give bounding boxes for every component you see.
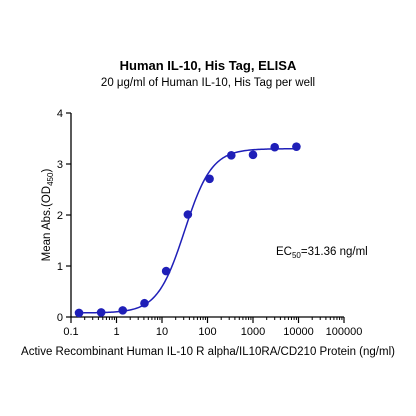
x-tick-label: 0.1 <box>63 326 78 338</box>
y-axis-label-subscript: 450 <box>46 172 55 186</box>
data-point <box>183 210 193 219</box>
x-tick-label: 1 <box>113 326 119 338</box>
x-axis-label: Active Recombinant Human IL-10 R alpha/I… <box>21 346 395 358</box>
fit-curve <box>79 147 297 314</box>
y-axis-label-main: Mean Abs.(OD <box>41 186 53 261</box>
data-point <box>161 266 171 276</box>
y-axis: 0 1 2 3 4 <box>57 108 72 324</box>
data-point <box>140 298 149 308</box>
x-tick-label: 1000 <box>241 326 265 338</box>
data-point <box>74 308 84 318</box>
y-axis-label-close: ) <box>41 169 53 173</box>
y-axis-label: Mean Abs.(OD450) <box>41 169 55 262</box>
x-tick-label: 100 <box>198 326 216 338</box>
chart-subtitle: 20 μg/ml of Human IL-10, His Tag per wel… <box>101 77 315 89</box>
x-tick-label: 10 <box>156 326 168 338</box>
y-tick-label: 4 <box>57 108 63 120</box>
ec50-annotation: EC50=31.36 ng/ml <box>276 246 368 260</box>
data-point <box>292 142 301 151</box>
data-point <box>205 174 214 184</box>
y-tick-label: 2 <box>57 210 63 222</box>
ec50-annotation-subscript: 50 <box>292 251 301 260</box>
ec50-annotation-value: =31.36 ng/ml <box>301 246 368 258</box>
y-tick-label: 1 <box>57 261 63 273</box>
data-point <box>248 150 258 160</box>
ec50-annotation-main: EC <box>276 246 292 258</box>
x-tick-label: 10000 <box>283 326 314 338</box>
x-tick-label: 100000 <box>326 326 363 338</box>
y-tick-label: 3 <box>57 159 63 171</box>
chart-title: Human IL-10, His Tag, ELISA <box>120 58 297 73</box>
fit-curve-layer <box>79 147 297 314</box>
y-tick-label: 0 <box>57 312 63 324</box>
data-points-layer <box>74 142 301 318</box>
data-point <box>270 142 280 152</box>
data-point <box>118 306 128 315</box>
x-axis: 0.1 1 10 100 1000 10000 100000 <box>63 316 363 338</box>
data-point <box>226 151 236 160</box>
data-point <box>96 308 106 317</box>
